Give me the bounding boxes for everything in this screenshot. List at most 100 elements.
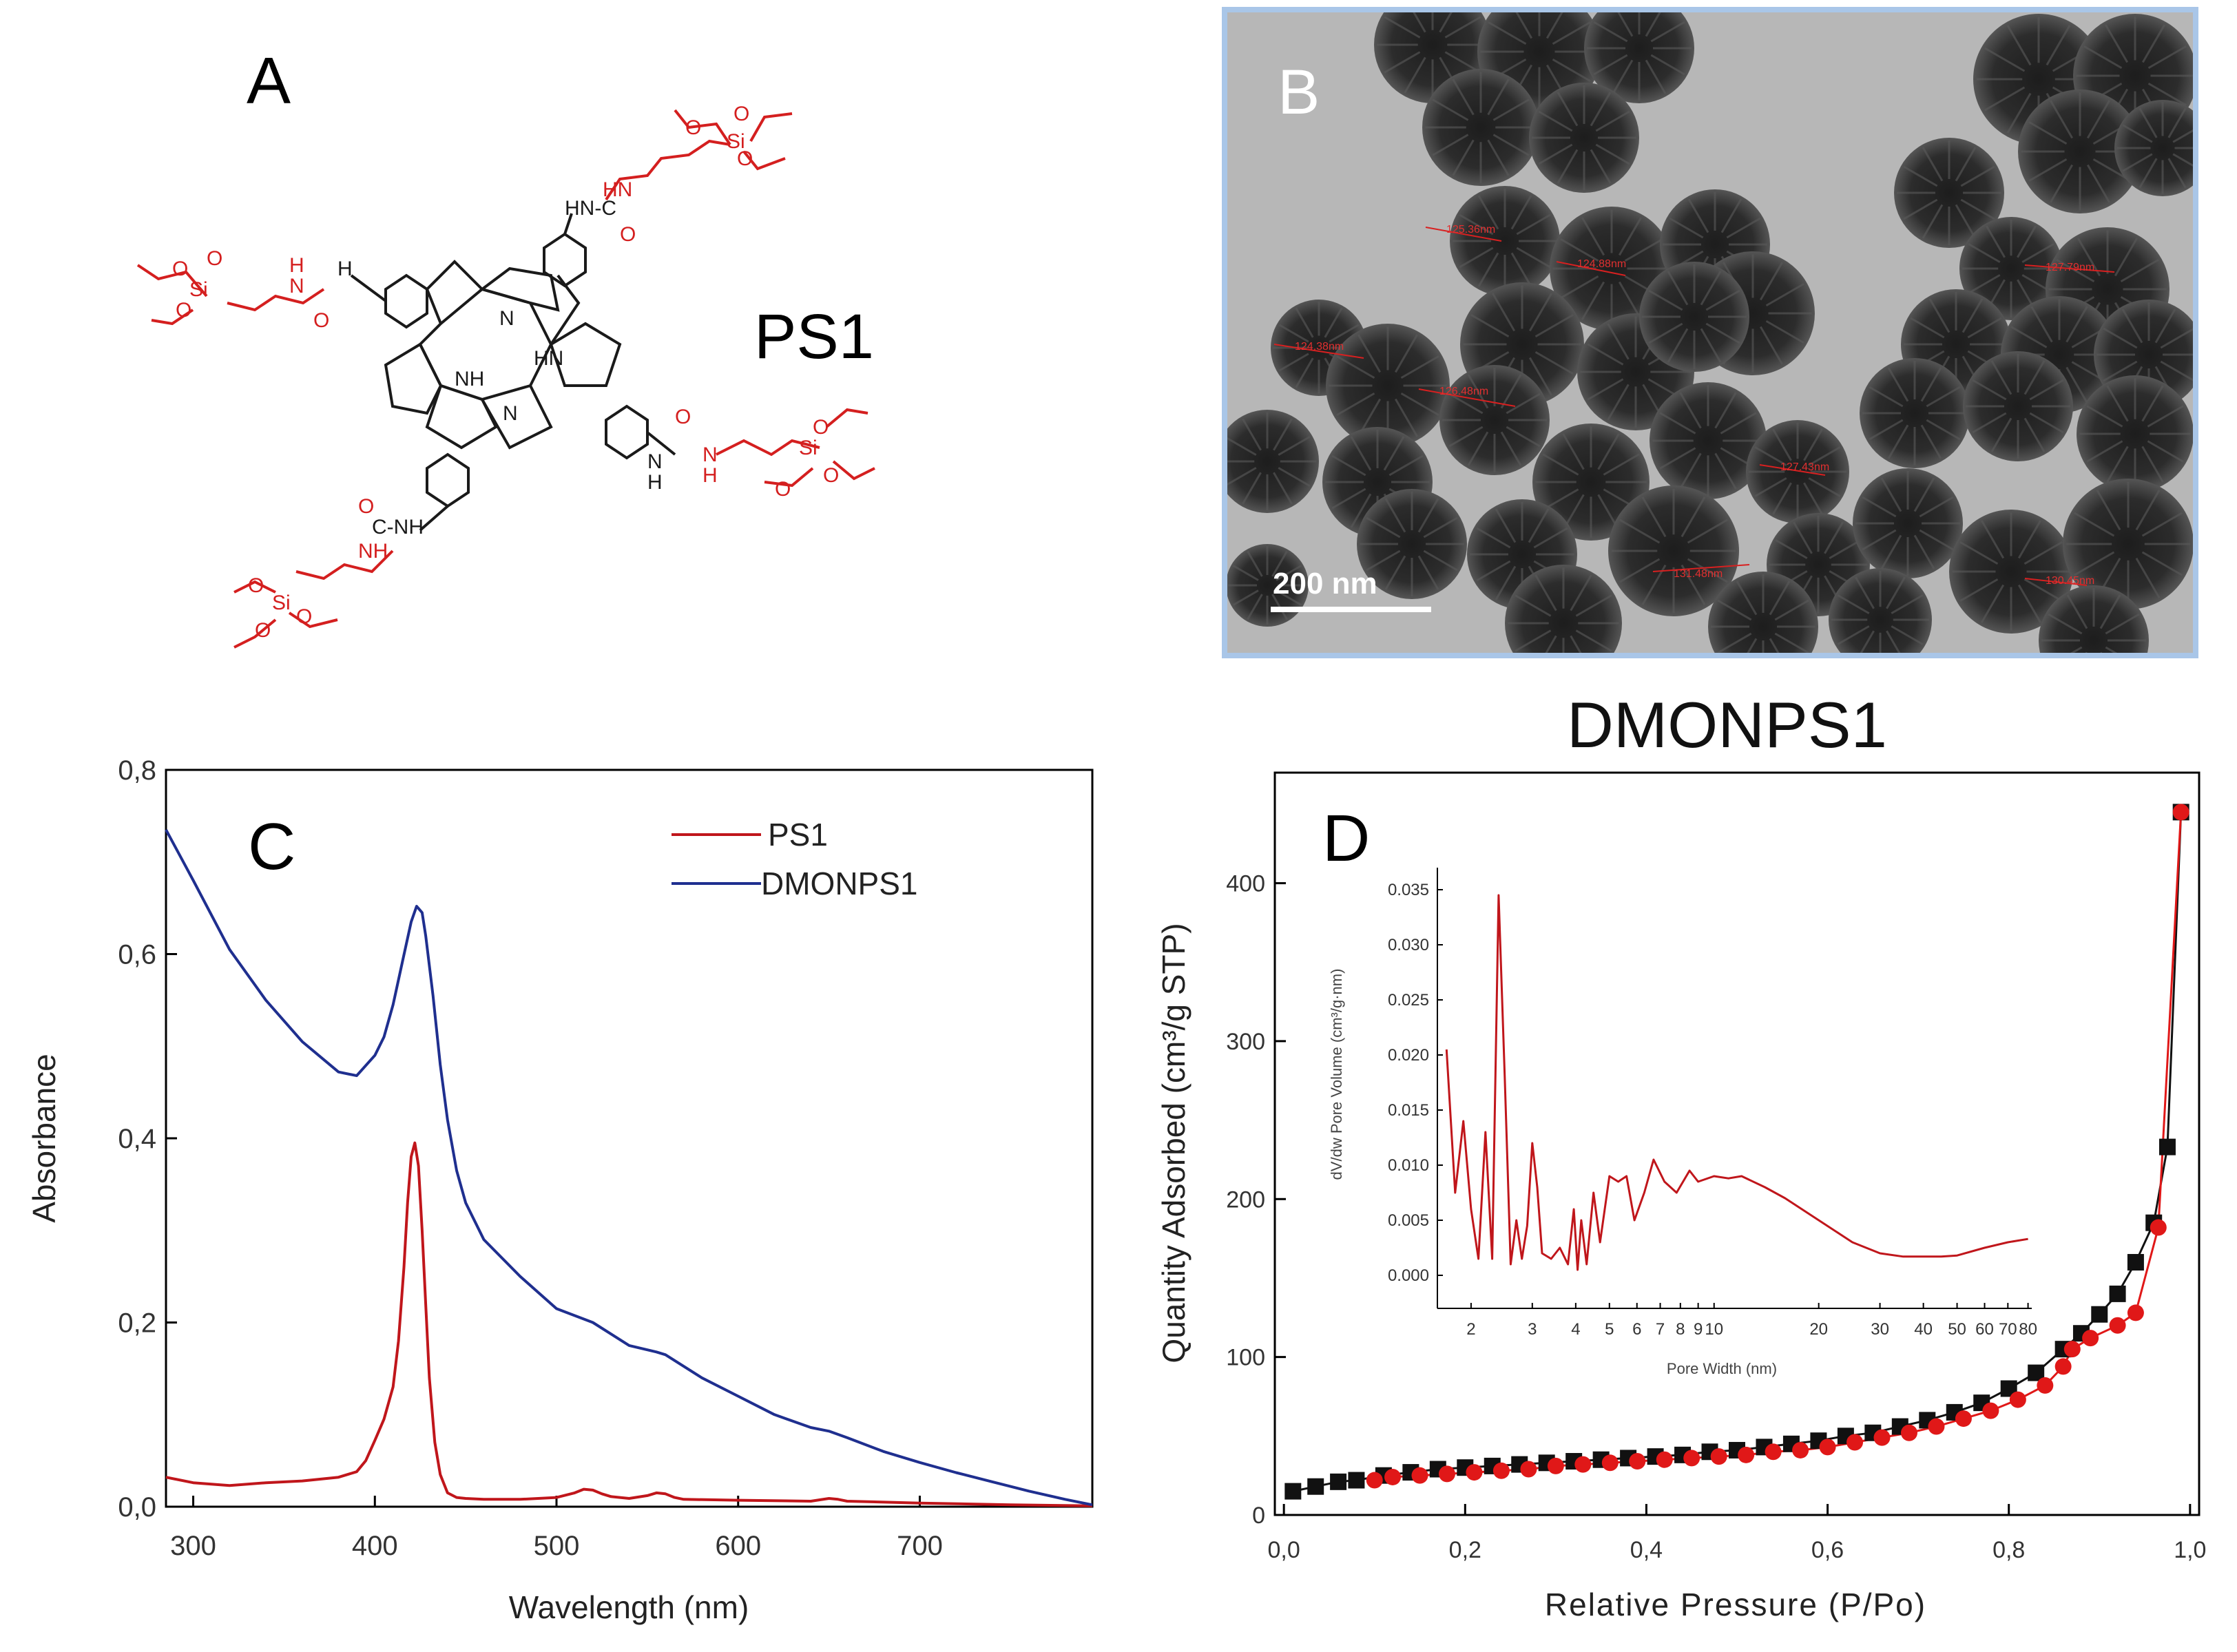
- tem-particle-fiber: [1560, 275, 1599, 300]
- tem-particle-fiber: [1705, 322, 1740, 344]
- atom-o-bottom-2: O: [248, 574, 264, 597]
- tem-particle-fiber: [1242, 472, 1262, 505]
- d-y-tick-label: 0: [1252, 1503, 1265, 1529]
- desorption-point: [2054, 1358, 2072, 1375]
- tem-particle-fiber: [2122, 124, 2153, 143]
- desorption-point: [1765, 1443, 1782, 1461]
- tem-particle-fiber: [1570, 574, 1592, 611]
- desorption-line: [1374, 812, 2183, 1481]
- desorption-point: [1384, 1468, 1402, 1485]
- tem-particle-fiber: [1803, 482, 1823, 515]
- tem-particle-fiber: [1444, 51, 1481, 74]
- tem-sample-title: DMONPS1: [1567, 689, 1887, 761]
- tem-particle-fiber: [1295, 307, 1314, 338]
- atom-o-bottom: O: [358, 495, 374, 518]
- tem-particle-fiber: [1329, 324, 1360, 343]
- desorption-point: [1900, 1424, 1917, 1441]
- tem-measure-label: 127.79nm: [2046, 262, 2094, 273]
- panel-c-letter: C: [248, 810, 295, 883]
- tem-particle-fiber: [1700, 271, 1722, 306]
- tem-particle: [1746, 420, 1849, 523]
- tem-particle-fiber: [1913, 534, 1935, 569]
- tem-particle-fiber: [1754, 446, 1787, 466]
- c-x-tick-label: 700: [897, 1531, 943, 1561]
- series-line-ps1: [165, 1141, 1093, 1507]
- atom-o-top-2: O: [685, 116, 701, 139]
- tem-particle-fiber: [1476, 560, 1511, 582]
- tem-particle-fiber: [1432, 98, 1469, 121]
- tem-particle-fiber: [1765, 282, 1804, 307]
- adsorption-point: [2127, 1254, 2144, 1271]
- tem-particle: [1853, 468, 1963, 578]
- desorption-point: [1547, 1457, 1564, 1474]
- atom-hn-top: HN: [603, 178, 632, 201]
- chart-d-ylabel: Quantity Adsorbed (cm³/g STP): [1156, 923, 1192, 1363]
- tem-particle-fiber: [1984, 86, 2026, 112]
- tem-particle-fiber: [1515, 594, 1552, 617]
- tem-particle-fiber: [1891, 594, 1924, 614]
- tem-particle-fiber: [2135, 490, 2161, 531]
- inset-y-tick-label: 0.025: [1388, 991, 1429, 1010]
- inset-x-tick-label: 80: [2019, 1320, 2037, 1339]
- tem-particle: [1326, 324, 1450, 448]
- tem-particle-fiber: [1448, 426, 1484, 448]
- tem-particles: [1227, 12, 2193, 653]
- tem-particle-fiber: [1515, 629, 1552, 652]
- tem-particle-fiber: [1869, 386, 1904, 408]
- tem-particle-fiber: [1366, 516, 1401, 539]
- tem-particle: [1860, 358, 1970, 468]
- tem-particle-fiber: [1560, 238, 1599, 262]
- tem-particle-fiber: [1506, 393, 1541, 415]
- tem-particle-fiber: [2010, 326, 2048, 348]
- tem-particle-fiber: [1641, 496, 1667, 538]
- tem-particle-fiber: [2096, 490, 2121, 531]
- inset-y-tick-label: 0.035: [1388, 881, 1429, 899]
- tem-particle-fiber: [1492, 134, 1530, 156]
- tem-particle: [1505, 565, 1622, 653]
- tem-particle-fiber: [1510, 195, 1532, 230]
- tem-particle-fiber: [1650, 21, 1685, 43]
- tem-measure-line: [2024, 578, 2088, 586]
- panel-d-chart: 0,0 0,2 0,4 0,6 0,8 1,0 0 100 200 300 400 D Relati…: [1156, 771, 2206, 1622]
- atom-o-left: O: [313, 309, 329, 332]
- inset-x-tick-label: 70: [1999, 1320, 2017, 1339]
- desorption-point: [1928, 1418, 1945, 1435]
- tem-particle-fiber: [1720, 198, 1742, 233]
- atom-si-right: Si: [799, 437, 818, 459]
- tem-particle-fiber: [1593, 54, 1628, 76]
- tem-particle-fiber: [1700, 328, 1722, 363]
- tem-particle-fiber: [2114, 238, 2139, 277]
- tem-particle-fiber: [1759, 262, 1784, 301]
- tem-particle-fiber: [1667, 271, 1689, 306]
- tem-particle-fiber: [1500, 431, 1522, 466]
- tem-particle-fiber: [1273, 472, 1293, 505]
- tem-particle-fiber: [2147, 440, 2184, 463]
- tem-particle-fiber: [1545, 635, 1557, 653]
- tem-particle-fiber: [1384, 51, 1421, 74]
- tem-particle-fiber: [1774, 632, 1809, 653]
- tem-particle-fiber: [1278, 324, 1309, 343]
- tem-particle-fiber: [1247, 594, 1263, 620]
- chart-c-xlabel: Wavelength (nm): [509, 1589, 749, 1625]
- tem-particle-fiber: [1714, 392, 1737, 429]
- tem-particle-fiber: [1619, 558, 1661, 583]
- tem-particle-fiber: [1687, 519, 1728, 544]
- tem-particle-fiber: [2147, 405, 2184, 428]
- desorption-point: [2063, 1341, 2081, 1358]
- c-x-tick-label: 300: [170, 1531, 216, 1561]
- tem-particle-fiber: [1388, 454, 1424, 477]
- inset-x-tick-label: 9: [1694, 1320, 1703, 1339]
- c-x-tick-label: 400: [352, 1531, 398, 1561]
- inset-x-tick-label: 2: [1466, 1320, 1475, 1339]
- tem-particle-fiber: [1581, 217, 1605, 256]
- tem-particle-fiber: [1984, 47, 2026, 72]
- tem-particle-fiber: [1607, 323, 1630, 360]
- tem-particle: [1963, 351, 2073, 461]
- tem-particle-fiber: [1384, 16, 1421, 39]
- tem-particle-fiber: [1769, 581, 1791, 616]
- tem-particle-fiber: [2028, 121, 2068, 145]
- tem-particle-fiber: [1417, 555, 1439, 590]
- c-y-tick-label: 0,4: [118, 1124, 156, 1154]
- desorption-point: [1574, 1456, 1592, 1473]
- atom-o-left-3: O: [207, 247, 222, 270]
